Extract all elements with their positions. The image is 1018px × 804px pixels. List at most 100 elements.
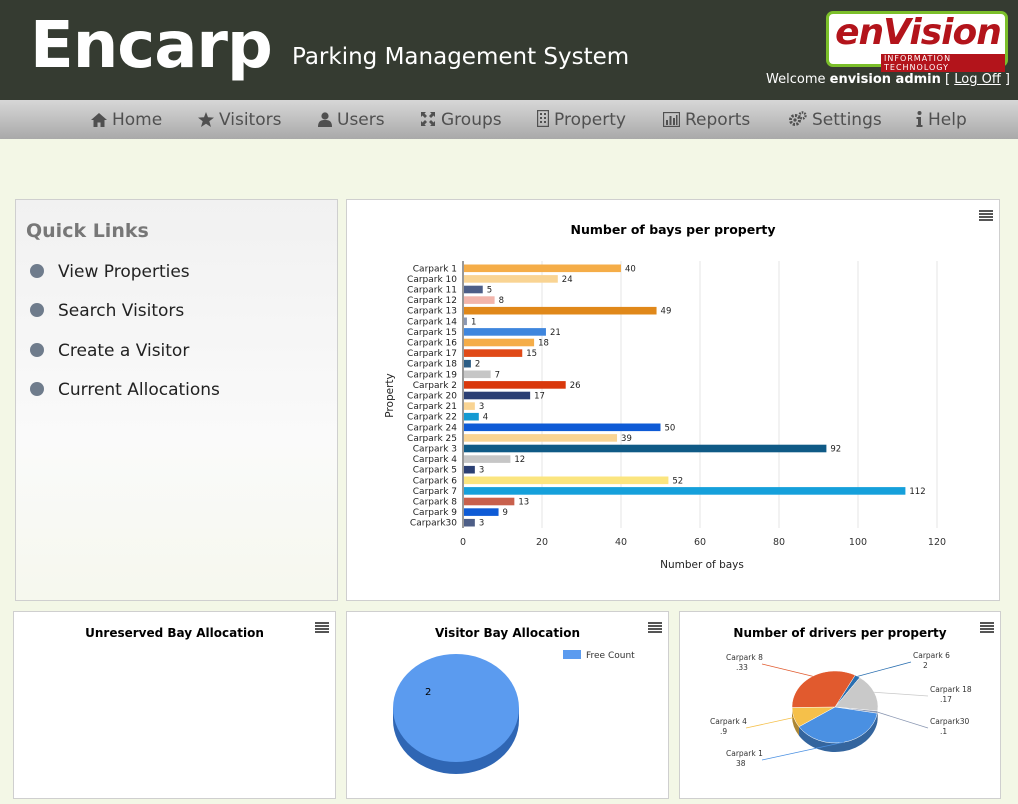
bar[interactable] — [464, 381, 566, 389]
y-axis-label: Property — [384, 373, 396, 417]
nav-help[interactable]: Help — [916, 100, 967, 139]
y-tick-label: Carpark 17 — [407, 349, 457, 359]
pie-slice-value: 38 — [736, 759, 746, 768]
chart-menu-icon[interactable] — [648, 622, 662, 634]
x-tick-label: 100 — [849, 537, 867, 548]
pie-leader-line — [745, 717, 794, 729]
y-tick-label: Carpark 11 — [407, 286, 457, 296]
x-tick-label: 40 — [615, 537, 627, 548]
nav-home[interactable]: Home — [91, 100, 162, 139]
nav-property[interactable]: Property — [536, 100, 626, 139]
app-logo[interactable]: Encarp — [30, 9, 273, 83]
nav-visitors[interactable]: Visitors — [198, 100, 281, 139]
bar-value-label: 3 — [479, 402, 484, 412]
bar[interactable] — [464, 328, 546, 336]
logoff-link[interactable]: Log Off — [954, 72, 1001, 87]
bar[interactable] — [464, 306, 657, 315]
nav-help-label: Help — [928, 110, 967, 130]
quick-link-view-properties[interactable]: View Properties — [30, 262, 190, 282]
bar[interactable] — [464, 402, 475, 410]
pie-leader-line — [874, 691, 929, 697]
bullet-icon — [30, 303, 44, 317]
building-icon — [536, 109, 550, 128]
bar-value-label: 49 — [661, 307, 672, 317]
unreserved-chart-panel: Unreserved Bay Allocation — [13, 611, 336, 799]
bar-value-label: 1 — [471, 317, 476, 327]
bar[interactable] — [464, 465, 475, 474]
bar[interactable] — [464, 434, 618, 442]
y-tick-label: Carpark 4 — [413, 455, 458, 465]
legend-swatch — [563, 650, 581, 659]
bar[interactable] — [464, 317, 467, 326]
y-tick-label: Carpark 25 — [407, 434, 457, 444]
quick-link-create-visitor[interactable]: Create a Visitor — [30, 341, 189, 361]
bar[interactable] — [464, 455, 511, 463]
bar-value-label: 50 — [665, 423, 676, 433]
bar[interactable] — [464, 359, 471, 368]
bar-value-label: 17 — [534, 392, 545, 402]
brand-name: enVision — [835, 12, 1002, 53]
y-tick-label: Carpark 5 — [413, 466, 457, 476]
x-tick-label: 0 — [460, 537, 466, 548]
bar-value-label: 5 — [487, 286, 492, 296]
drivers-pie-chart: Carpark 62 Carpark 18.17 Carpark30.1 Carpar… — [710, 651, 972, 768]
bar[interactable] — [464, 285, 483, 294]
pie-slice[interactable] — [791, 670, 856, 708]
y-tick-label: Carpark 3 — [413, 445, 457, 455]
bar-value-label: 7 — [495, 370, 500, 380]
quick-link-current-allocations[interactable]: Current Allocations — [30, 380, 220, 400]
chart-menu-icon[interactable] — [315, 622, 329, 634]
nav-settings[interactable]: Settings — [789, 100, 882, 139]
bar[interactable] — [464, 338, 535, 347]
bar-value-label: 12 — [514, 455, 525, 465]
nav-users-label: Users — [337, 110, 385, 130]
bullet-icon — [30, 264, 44, 278]
pie-slice[interactable] — [834, 677, 879, 712]
visitor-pie-chart: Free Count 2 — [393, 650, 635, 774]
bar[interactable] — [464, 518, 475, 527]
nav-users[interactable]: Users — [318, 100, 385, 139]
y-tick-label: Carpark 24 — [407, 423, 457, 433]
nav-groups[interactable]: Groups — [420, 100, 502, 139]
y-tick-label: Carpark 20 — [407, 392, 457, 402]
drivers-chart-panel: Number of drivers per property Carpark 6… — [679, 611, 1001, 799]
chart-menu-icon[interactable] — [980, 622, 994, 634]
bar[interactable] — [464, 349, 523, 357]
bar[interactable] — [464, 487, 906, 495]
pie-slice[interactable] — [393, 654, 519, 762]
y-tick-label: Carpark 13 — [407, 307, 457, 317]
bar[interactable] — [464, 296, 495, 304]
pie-slice-name: Carpark 18 — [930, 685, 972, 694]
y-tick-label: Carpark 16 — [407, 339, 457, 349]
nav-property-label: Property — [554, 110, 626, 130]
bar[interactable] — [464, 508, 499, 516]
bar[interactable] — [464, 497, 515, 506]
star-icon — [198, 112, 214, 127]
info-icon — [916, 111, 923, 127]
quick-link-label: Create a Visitor — [58, 341, 190, 361]
pie-slice-value: .33 — [736, 663, 748, 672]
bar-chart-icon — [662, 111, 681, 128]
y-tick-label: Carpark 6 — [413, 476, 458, 486]
app-header: Encarp Parking Management System enVisio… — [0, 0, 1018, 100]
chart-menu-icon[interactable] — [979, 210, 993, 222]
bar[interactable] — [464, 444, 827, 453]
y-tick-label: Carpark 19 — [407, 370, 457, 380]
y-tick-label: Carpark 18 — [407, 360, 457, 370]
brand-tagline: INFORMATION TECHNOLOGY — [881, 54, 1005, 72]
x-tick-label: 120 — [928, 537, 946, 548]
bar[interactable] — [464, 370, 491, 379]
nav-reports[interactable]: Reports — [662, 100, 750, 139]
y-tick-label: Carpark 7 — [413, 487, 457, 497]
bar-value-label: 39 — [621, 434, 632, 444]
bar[interactable] — [464, 412, 479, 421]
bar[interactable] — [464, 275, 558, 283]
quick-links-panel: Quick Links View Properties Search Visit… — [15, 199, 338, 601]
y-tick-label: Carpark 8 — [413, 498, 458, 508]
main-nav: Home Visitors Users Groups Property Repo… — [0, 100, 1018, 139]
bar[interactable] — [464, 264, 621, 273]
bar[interactable] — [464, 423, 661, 432]
bar[interactable] — [464, 391, 531, 400]
quick-link-search-visitors[interactable]: Search Visitors — [30, 301, 184, 321]
bar[interactable] — [464, 476, 669, 485]
